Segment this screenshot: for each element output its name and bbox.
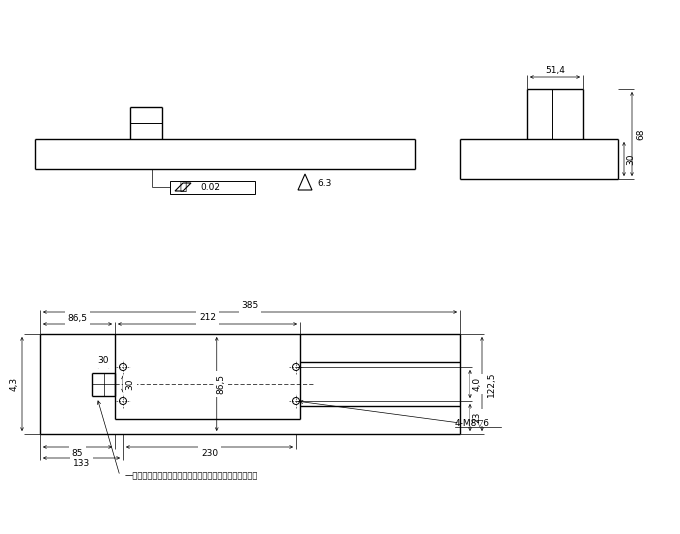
Text: 23: 23 xyxy=(473,412,481,423)
Text: 86,5: 86,5 xyxy=(67,313,88,323)
Text: 68: 68 xyxy=(636,128,645,140)
Text: —通电接头，尺寸按实际情况设计，要求小于等于图纸尺寸: —通电接头，尺寸按实际情况设计，要求小于等于图纸尺寸 xyxy=(125,472,258,481)
Text: 86,5: 86,5 xyxy=(216,374,225,394)
Text: 4,3: 4,3 xyxy=(10,377,18,391)
Text: 4-M8▽6: 4-M8▽6 xyxy=(455,419,490,428)
Text: 133: 133 xyxy=(73,459,90,468)
Text: 212: 212 xyxy=(199,313,216,323)
Text: 51,4: 51,4 xyxy=(545,66,565,75)
Text: 4,0: 4,0 xyxy=(473,377,481,391)
Text: 30: 30 xyxy=(98,356,109,365)
Text: 0.02: 0.02 xyxy=(200,183,220,192)
Text: 30: 30 xyxy=(126,378,135,390)
Text: 230: 230 xyxy=(201,449,218,458)
Text: ⟁: ⟁ xyxy=(180,180,186,193)
Text: 85: 85 xyxy=(72,449,83,458)
Text: 6.3: 6.3 xyxy=(317,179,331,188)
Text: 30: 30 xyxy=(626,153,636,165)
Bar xyxy=(170,180,255,193)
Text: 122,5: 122,5 xyxy=(486,371,496,397)
Text: 385: 385 xyxy=(241,302,258,310)
